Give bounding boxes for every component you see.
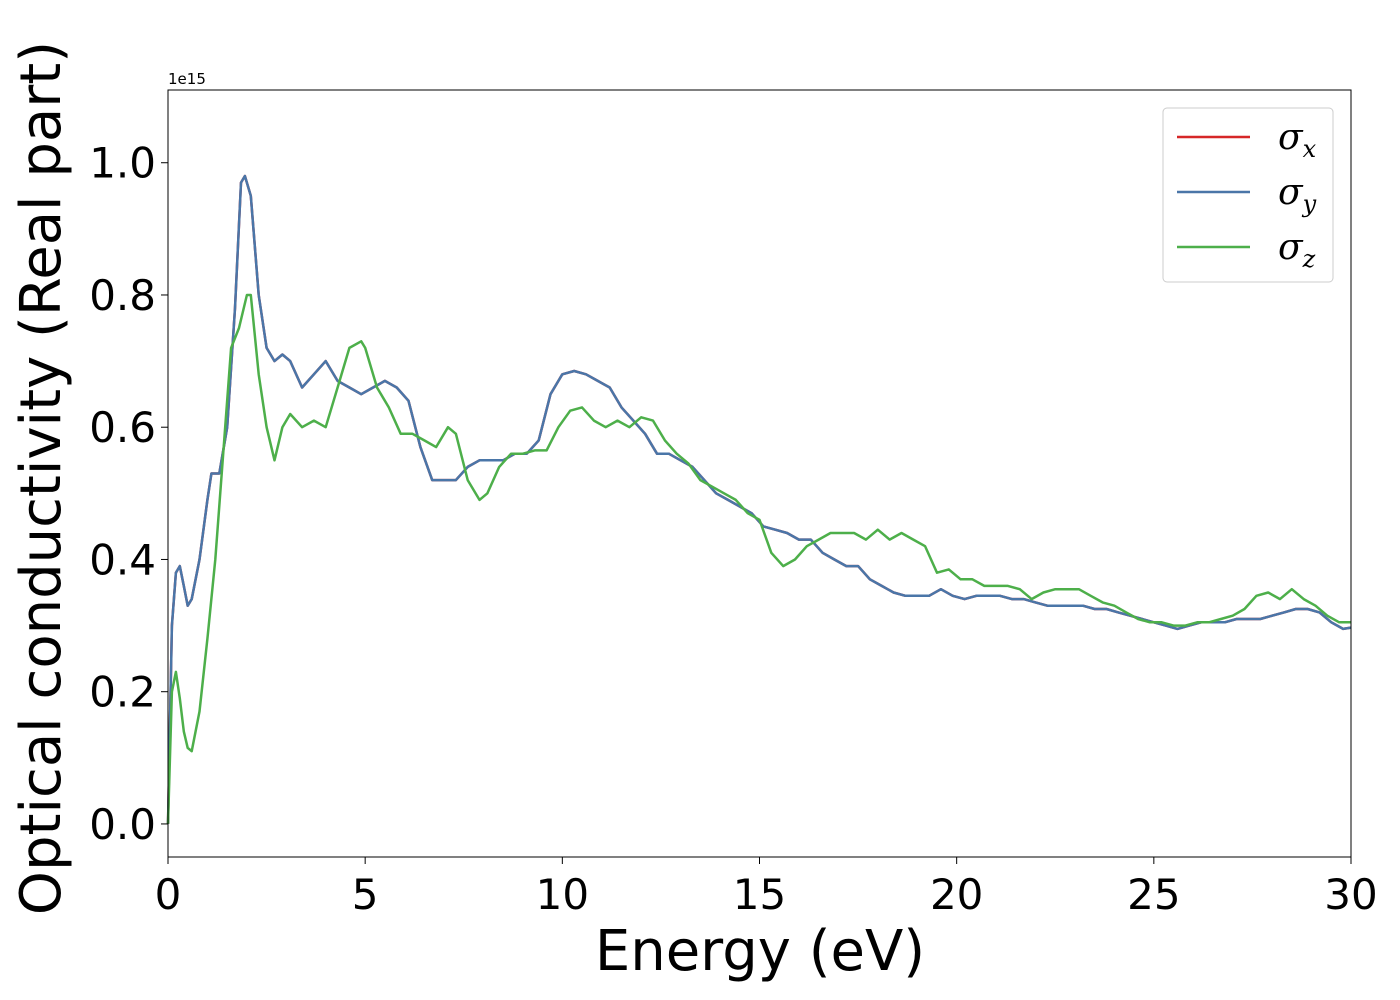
y-tick-label: 0.0 (89, 800, 156, 849)
x-tick-label: 15 (733, 870, 786, 919)
y-tick-label: 0.4 (89, 535, 156, 584)
y-tick-label: 0.6 (89, 403, 156, 452)
x-axis: 0 5 10 15 20 25 30 (155, 857, 1378, 919)
legend-label-y: σy (1278, 172, 1317, 218)
x-tick-label: 30 (1324, 870, 1377, 919)
x-tick-label: 5 (352, 870, 379, 919)
x-tick-label: 10 (536, 870, 589, 919)
y-tick-label: 1.0 (89, 139, 156, 188)
legend: σx σy σz (1162, 107, 1334, 283)
y-tick-label: 0.2 (89, 668, 156, 717)
legend-label-x: σx (1278, 117, 1317, 163)
x-axis-label: Energy (eV) (595, 919, 925, 984)
series-line-z (166, 293, 1351, 824)
legend-box (1162, 107, 1334, 283)
series-layer (166, 174, 1352, 824)
y-axis-label: Optical conductivity (Real part) (9, 41, 74, 915)
y-offset-label: 1e15 (168, 70, 206, 88)
y-axis: 0.0 0.2 0.4 0.6 0.8 1.0 (89, 139, 168, 849)
legend-label-z: σz (1278, 227, 1316, 273)
y-tick-label: 0.8 (89, 271, 156, 320)
x-tick-label: 20 (930, 870, 983, 919)
x-tick-label: 25 (1127, 870, 1180, 919)
x-tick-label: 0 (155, 870, 182, 919)
